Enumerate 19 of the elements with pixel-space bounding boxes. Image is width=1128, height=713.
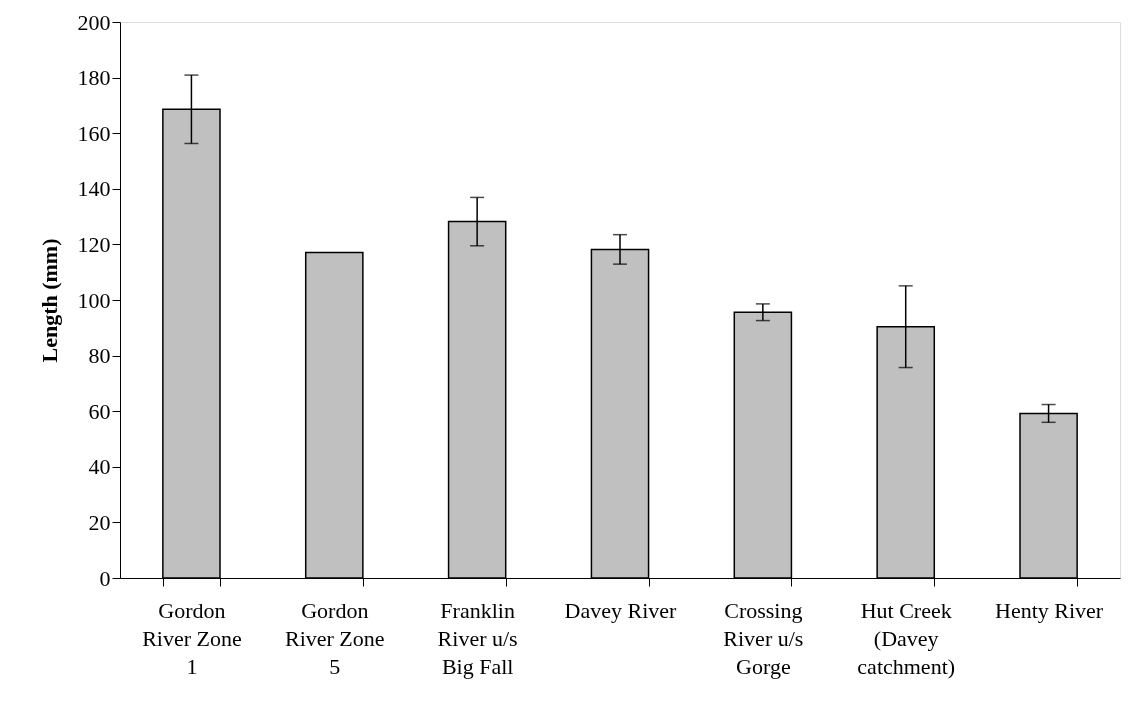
- y-tick-label: 200: [77, 9, 111, 35]
- y-axis-title: Length (mm): [36, 238, 62, 363]
- x-tick-label: Gordon River Zone 5: [284, 597, 385, 679]
- y-tick-label: 80: [88, 343, 111, 369]
- x-tick-label: Franklin River u/s Big Fall: [437, 597, 518, 679]
- y-tick-label: 160: [77, 120, 111, 146]
- y-tick-label: 0: [99, 565, 111, 591]
- y-tick-label: 40: [88, 454, 111, 480]
- y-tick-label: 140: [77, 176, 111, 202]
- y-tick-label: 120: [77, 231, 111, 257]
- y-tick-label: 180: [77, 65, 111, 91]
- x-tick-label: Davey River: [564, 597, 678, 623]
- y-tick-label: 20: [88, 509, 111, 535]
- y-tick-label: 60: [88, 398, 111, 424]
- x-tick-label: Gordon River Zone 1: [142, 597, 242, 679]
- x-tick-label: Hut Creek (Davey catchment): [857, 597, 956, 679]
- x-tick-label: Henty River: [994, 597, 1104, 623]
- x-tick-label: Crossing River u/s Gorge: [723, 597, 804, 679]
- y-tick-label: 100: [77, 287, 111, 313]
